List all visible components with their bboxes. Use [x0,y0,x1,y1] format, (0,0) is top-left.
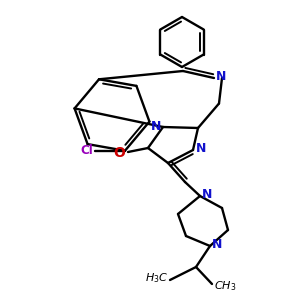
Text: N: N [212,238,222,251]
Text: N: N [196,142,206,155]
Text: O: O [113,146,125,160]
Text: Cl: Cl [80,144,93,157]
Text: $H_3C$: $H_3C$ [145,271,168,285]
Text: N: N [151,121,161,134]
Text: $CH_3$: $CH_3$ [214,279,236,293]
Text: N: N [216,70,226,83]
Text: N: N [202,188,212,200]
